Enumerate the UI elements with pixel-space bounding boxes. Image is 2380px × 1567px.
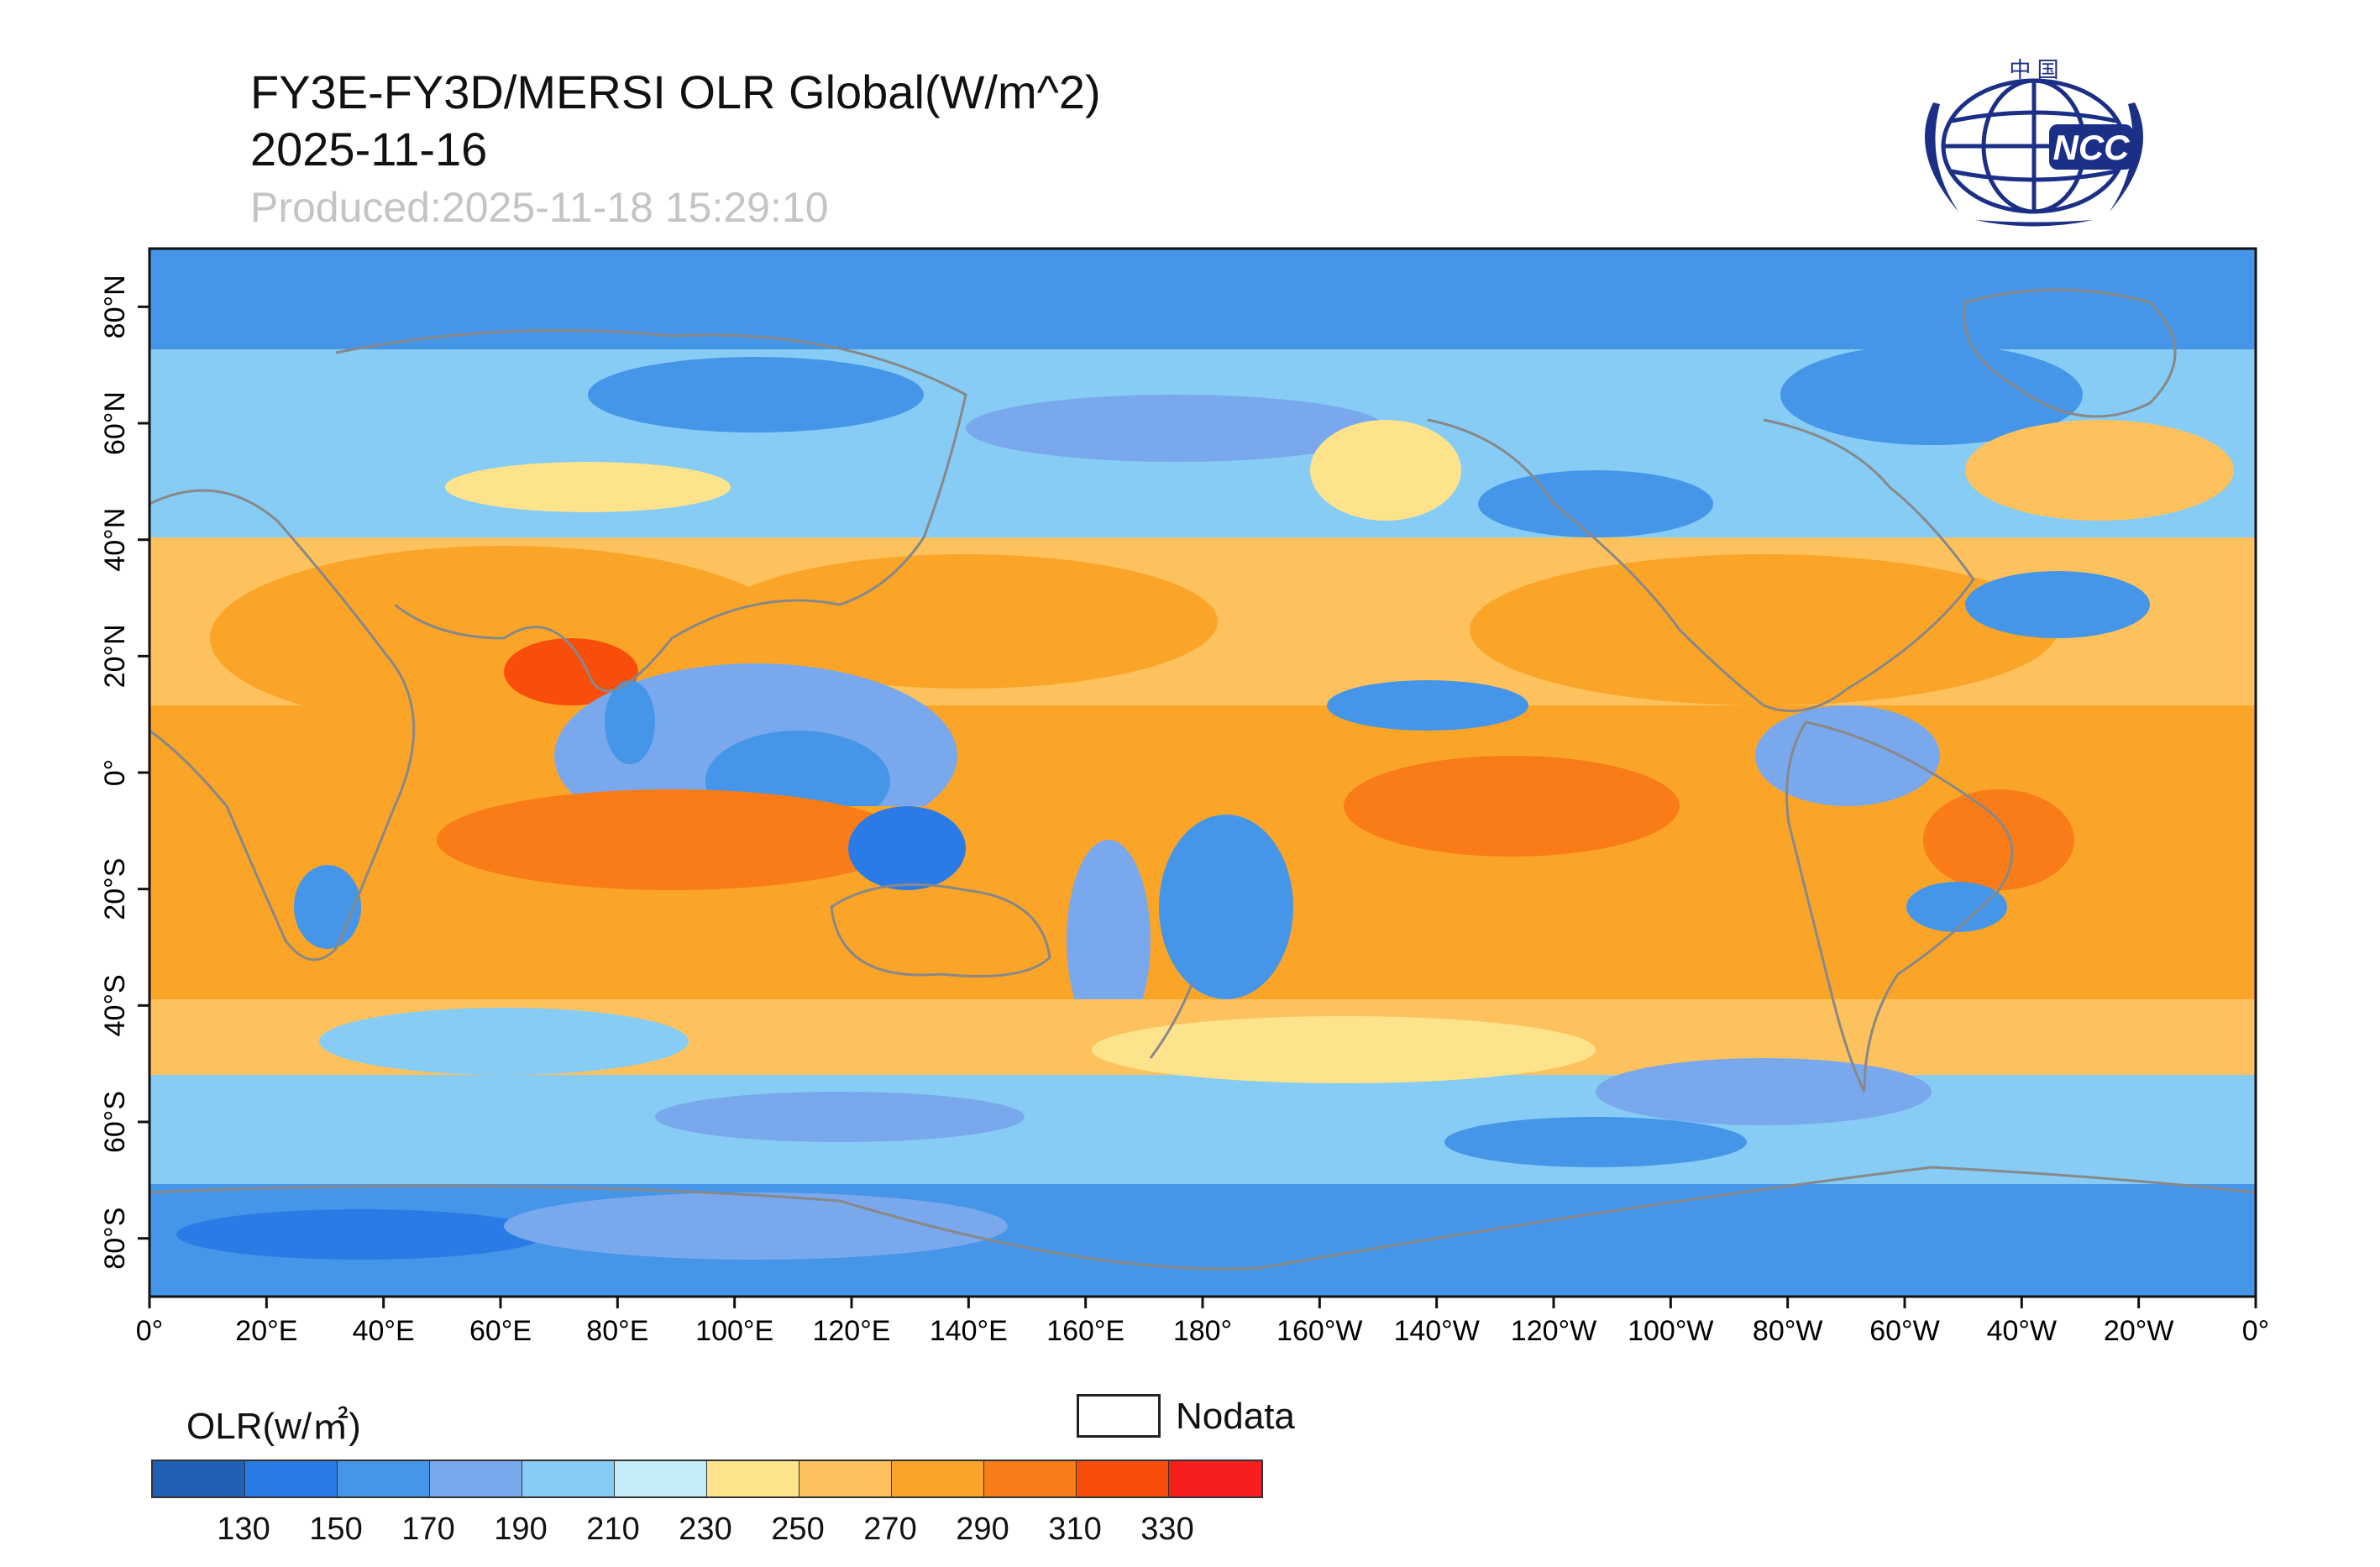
colorbar-tick-label: 330 bbox=[1140, 1512, 1194, 1547]
nodata-label: Nodata bbox=[1176, 1396, 1295, 1437]
colorbar-tick-label: 230 bbox=[679, 1512, 732, 1547]
colorbar-tick-label: 270 bbox=[863, 1512, 917, 1547]
latitude-axis: 80°N 60°N 40°N 20°N 0° 20°S 40°S 60°S 80°S bbox=[99, 275, 149, 1270]
olr-field bbox=[149, 249, 2256, 1297]
nodata-swatch bbox=[1077, 1394, 1161, 1438]
lon-label: 80°E bbox=[586, 1315, 648, 1347]
lon-label: 120°W bbox=[1511, 1315, 1596, 1347]
colorbar-tick-label: 170 bbox=[401, 1512, 455, 1547]
lon-label: 80°W bbox=[1753, 1315, 1823, 1347]
colorbar-swatch bbox=[799, 1461, 892, 1496]
map-border bbox=[148, 247, 2257, 1298]
ncc-logo: NCC 中 国 bbox=[1925, 57, 2143, 227]
lon-label: 140°E bbox=[930, 1315, 1008, 1347]
lon-label: 0° bbox=[2242, 1315, 2270, 1347]
colorbar-tick-label: 210 bbox=[586, 1512, 640, 1547]
colorbar-swatch bbox=[892, 1461, 984, 1496]
lon-label: 60°E bbox=[469, 1315, 532, 1347]
produced-timestamp: Produced:2025-11-18 15:29:10 bbox=[250, 184, 829, 231]
lon-label: 100°E bbox=[695, 1315, 773, 1347]
lon-label: 160°W bbox=[1276, 1315, 1362, 1347]
logo-top-text: 中 国 bbox=[2009, 57, 2058, 82]
colorbar-tick-label: 290 bbox=[956, 1512, 1009, 1547]
lon-label: 160°E bbox=[1046, 1315, 1124, 1347]
lat-label: 0° bbox=[99, 759, 131, 787]
lon-label: 40°E bbox=[353, 1315, 415, 1347]
colorbar-tick-label: 190 bbox=[494, 1512, 548, 1547]
map-date: 2025-11-16 bbox=[250, 123, 488, 176]
colorbar-swatch bbox=[522, 1461, 615, 1496]
lon-label: 180° bbox=[1173, 1315, 1232, 1347]
lon-label: 60°W bbox=[1869, 1315, 1940, 1347]
colorbar-tick-label: 310 bbox=[1048, 1512, 1102, 1547]
lon-label: 20°W bbox=[2104, 1315, 2174, 1347]
logo-letters: NCC bbox=[2053, 128, 2131, 167]
colorbar-tick-label: 150 bbox=[309, 1512, 363, 1547]
colorbar-swatch bbox=[615, 1461, 707, 1496]
colorbar-tick-label: 130 bbox=[217, 1512, 270, 1547]
lat-label: 40°S bbox=[99, 974, 131, 1036]
lon-label: 140°W bbox=[1393, 1315, 1479, 1347]
olr-colorbar bbox=[151, 1460, 1263, 1498]
colorbar-tick-label: 250 bbox=[771, 1512, 825, 1547]
lat-label: 20°S bbox=[99, 858, 131, 920]
lon-label: 0° bbox=[136, 1315, 164, 1347]
lon-label: 40°W bbox=[1987, 1315, 2058, 1347]
colorbar-swatch bbox=[153, 1461, 245, 1496]
map-title: FY3E-FY3D/MERSI OLR Global(W/m^2) bbox=[250, 66, 1101, 118]
lat-label: 20°N bbox=[99, 624, 131, 688]
lat-label: 80°N bbox=[99, 275, 131, 338]
colorbar-swatch bbox=[707, 1461, 799, 1496]
legend-title: OLR(w/㎡) bbox=[186, 1406, 361, 1447]
colorbar-swatch bbox=[1077, 1461, 1169, 1496]
lon-label: 100°W bbox=[1628, 1315, 1713, 1347]
lat-label: 80°S bbox=[99, 1208, 131, 1270]
lat-label: 40°N bbox=[99, 508, 131, 572]
colorbar-swatch bbox=[338, 1461, 430, 1496]
lat-label: 60°S bbox=[99, 1091, 131, 1153]
lon-label: 120°E bbox=[812, 1315, 890, 1347]
lat-label: 60°N bbox=[99, 391, 131, 455]
longitude-axis: 0° 20°E 40°E 60°E 80°E 100°E 120°E 140°E 160°E 18… bbox=[136, 1297, 2270, 1347]
colorbar-swatch bbox=[1169, 1461, 1261, 1496]
colorbar-swatch bbox=[984, 1461, 1077, 1496]
colorbar-swatch bbox=[245, 1461, 338, 1496]
colorbar-swatch bbox=[430, 1461, 522, 1496]
lon-label: 20°E bbox=[235, 1315, 297, 1347]
